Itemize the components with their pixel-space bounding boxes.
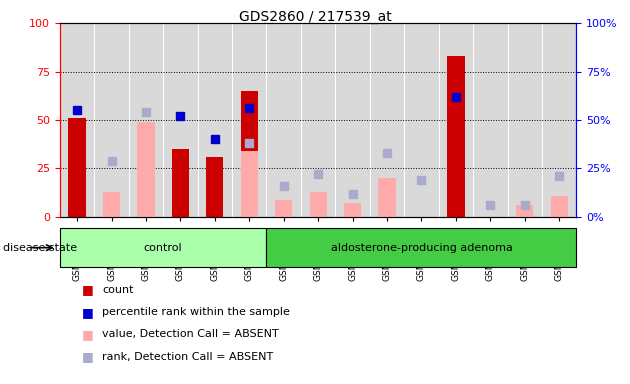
Text: ■: ■: [82, 306, 94, 319]
Text: aldosterone-producing adenoma: aldosterone-producing adenoma: [331, 243, 512, 253]
Bar: [60, 228, 266, 267]
Bar: [241, 151, 258, 217]
Text: percentile rank within the sample: percentile rank within the sample: [102, 307, 290, 317]
Text: ■: ■: [82, 328, 94, 341]
Bar: [379, 178, 396, 217]
Text: disease state: disease state: [3, 243, 77, 253]
Bar: [275, 200, 292, 217]
Bar: [69, 118, 86, 217]
Bar: [103, 192, 120, 217]
Text: count: count: [102, 285, 134, 295]
Bar: [172, 149, 189, 217]
Bar: [266, 228, 576, 267]
Bar: [241, 91, 258, 217]
Text: value, Detection Call = ABSENT: value, Detection Call = ABSENT: [102, 329, 279, 339]
Text: ■: ■: [82, 283, 94, 296]
Text: ■: ■: [82, 350, 94, 363]
Bar: [344, 204, 361, 217]
Bar: [516, 205, 534, 217]
Text: control: control: [144, 243, 183, 253]
Bar: [137, 122, 154, 217]
Bar: [309, 192, 327, 217]
Text: GDS2860 / 217539_at: GDS2860 / 217539_at: [239, 10, 391, 23]
Bar: [206, 157, 224, 217]
Text: rank, Detection Call = ABSENT: rank, Detection Call = ABSENT: [102, 352, 273, 362]
Bar: [447, 56, 464, 217]
Bar: [551, 195, 568, 217]
